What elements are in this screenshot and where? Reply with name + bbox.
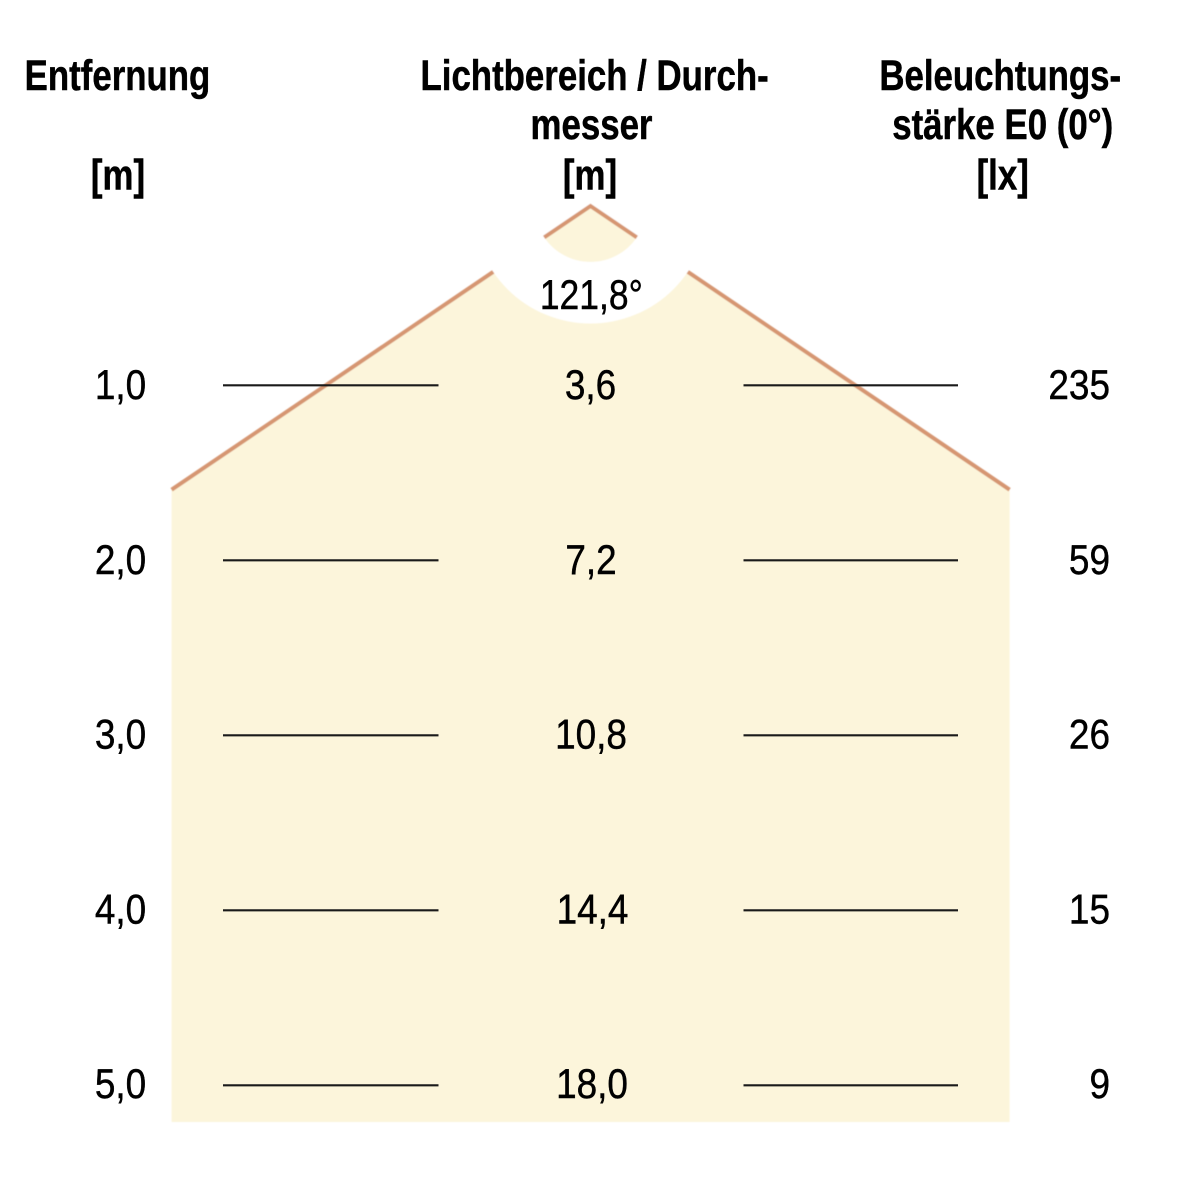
svg-text:Lichtbereich / Durch-: Lichtbereich / Durch- <box>421 53 769 100</box>
svg-text:7,2: 7,2 <box>565 537 616 583</box>
svg-text:[lx]: [lx] <box>977 152 1029 199</box>
svg-text:3,6: 3,6 <box>565 362 616 408</box>
svg-text:59: 59 <box>1069 537 1110 583</box>
svg-text:10,8: 10,8 <box>555 712 627 758</box>
svg-text:14,4: 14,4 <box>557 887 629 933</box>
svg-text:messer: messer <box>531 101 653 148</box>
svg-text:15: 15 <box>1069 887 1110 933</box>
svg-text:18,0: 18,0 <box>556 1061 628 1107</box>
svg-text:5,0: 5,0 <box>95 1061 146 1107</box>
svg-text:9: 9 <box>1089 1061 1110 1107</box>
svg-text:4,0: 4,0 <box>95 887 146 933</box>
svg-text:235: 235 <box>1048 362 1110 408</box>
svg-text:Entfernung: Entfernung <box>25 53 211 100</box>
svg-text:1,0: 1,0 <box>95 362 146 408</box>
svg-text:Beleuchtungs-: Beleuchtungs- <box>879 53 1121 100</box>
svg-text:121,8°: 121,8° <box>540 272 643 318</box>
svg-text:stärke E0 (0°): stärke E0 (0°) <box>892 101 1113 148</box>
svg-text:26: 26 <box>1069 712 1110 758</box>
svg-text:[m]: [m] <box>563 152 617 199</box>
svg-text:3,0: 3,0 <box>95 712 146 758</box>
svg-text:[m]: [m] <box>91 152 145 199</box>
svg-text:2,0: 2,0 <box>95 537 146 583</box>
